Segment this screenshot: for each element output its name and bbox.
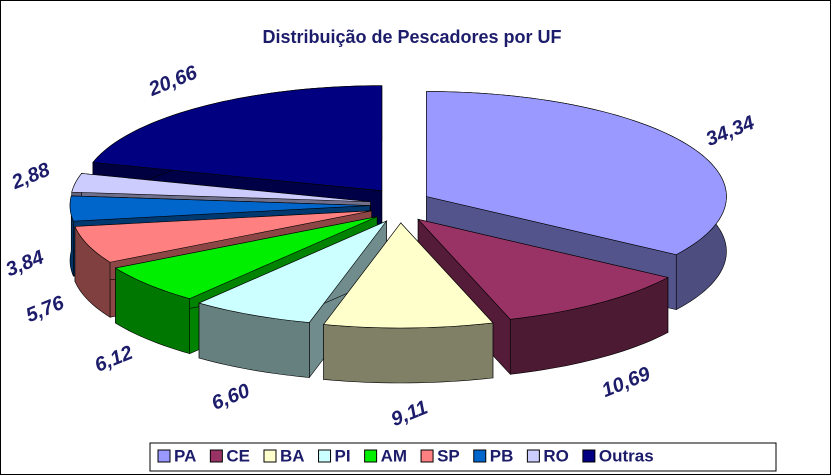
legend-label: RO [543, 446, 569, 465]
legend-label: PB [490, 446, 514, 465]
slice [426, 91, 727, 255]
slice [69, 195, 371, 222]
legend-label: SP [437, 446, 460, 465]
legend-box [149, 442, 777, 472]
legend-swatch [157, 449, 171, 463]
slice [323, 222, 494, 329]
legend-label: PI [335, 446, 351, 465]
slice-side [323, 322, 494, 384]
legend-swatch [364, 449, 378, 463]
slice [198, 220, 388, 323]
legend-label: Outras [599, 446, 654, 465]
legend-label: AM [381, 446, 407, 465]
legend-swatch [526, 449, 540, 463]
legend-swatch [582, 449, 596, 463]
legend-label: BA [280, 446, 305, 465]
chart-title: Distribuição de Pescadores por UF [262, 27, 561, 47]
legend: PA CE BA PI AM SP PB RO Outras [157, 446, 654, 465]
legend-swatch [420, 449, 434, 463]
slice [92, 85, 383, 191]
slice [114, 216, 378, 299]
slice [71, 173, 371, 203]
legend-swatch [473, 449, 487, 463]
legend-swatch [318, 449, 332, 463]
legend-label: CE [226, 446, 250, 465]
pie [69, 85, 727, 384]
legend-swatch [209, 449, 223, 463]
legend-label: PA [174, 446, 196, 465]
legend-swatch [263, 449, 277, 463]
slice [417, 218, 669, 320]
slice [74, 210, 372, 263]
